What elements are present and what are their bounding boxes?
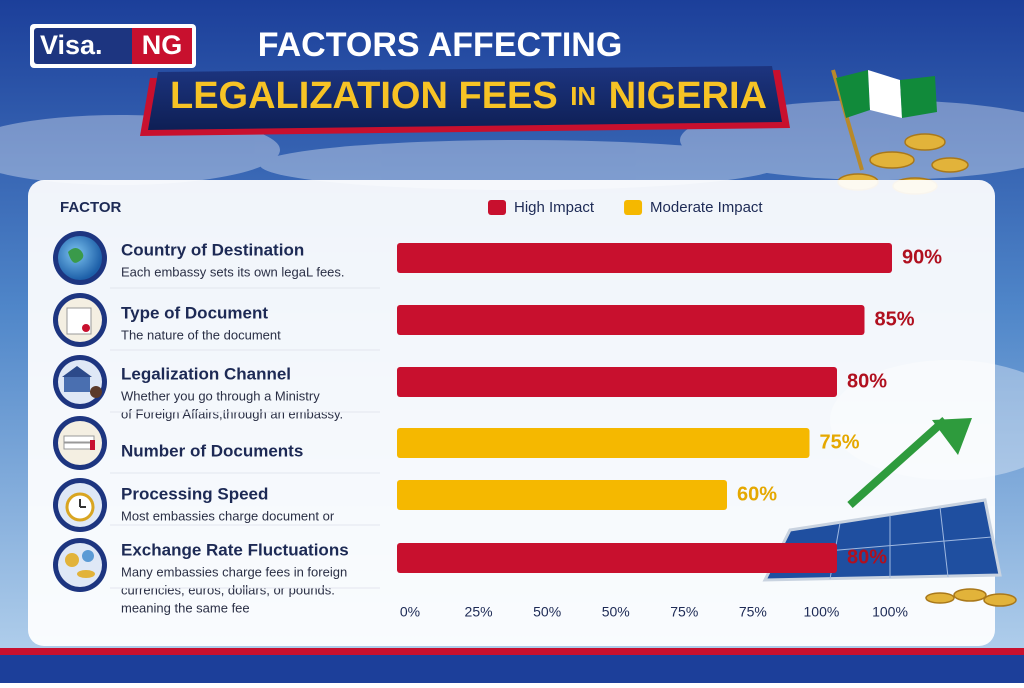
legend-swatch bbox=[488, 200, 506, 215]
factor-description: The nature of the document bbox=[121, 327, 281, 342]
factor-title: Type of Document bbox=[121, 303, 268, 322]
factor-description: of Foreign Affairs,through an embassy. bbox=[121, 406, 343, 421]
chart: High Impact Moderate Impact Country of Des… bbox=[110, 199, 942, 620]
bar bbox=[397, 367, 837, 397]
brand-suffix: NG bbox=[142, 30, 183, 60]
value-label: 90% bbox=[902, 246, 942, 268]
factor-title: Processing Speed bbox=[121, 484, 268, 503]
title-part: NIGERIA bbox=[609, 75, 767, 117]
bar bbox=[397, 480, 727, 510]
bottom-band bbox=[0, 655, 1024, 683]
title-line-2: LEGALIZATION FEES IN NIGERIA bbox=[170, 75, 767, 117]
bar bbox=[397, 543, 837, 573]
factor-description: Whether you go through a Ministry bbox=[121, 388, 320, 403]
x-tick-label: 0% bbox=[400, 604, 420, 620]
x-tick-label: 100% bbox=[804, 604, 840, 620]
row-icons bbox=[53, 231, 107, 592]
bar bbox=[397, 428, 810, 458]
legend-label: High Impact bbox=[514, 199, 595, 216]
x-tick-label: 50% bbox=[533, 604, 561, 620]
factor-title: Legalization Channel bbox=[121, 364, 291, 383]
bar bbox=[397, 305, 865, 335]
value-label: 80% bbox=[847, 546, 887, 568]
value-label: 80% bbox=[847, 370, 887, 392]
x-tick-label: 75% bbox=[739, 604, 767, 620]
title-part: IN bbox=[570, 81, 596, 111]
brand-prefix: Visa. bbox=[40, 30, 103, 60]
factor-description: Most embassies charge document or bbox=[121, 508, 335, 523]
bar bbox=[397, 243, 892, 273]
value-label: 60% bbox=[737, 483, 777, 505]
x-tick-label: 25% bbox=[465, 604, 493, 620]
factor-description: meaning the same fee bbox=[121, 600, 250, 615]
panel bbox=[28, 180, 995, 646]
ribbon bbox=[148, 66, 782, 130]
factor-title: Exchange Rate Fluctuations bbox=[121, 540, 349, 559]
factor-description: currencies, euros, dollars, or pounds. bbox=[121, 582, 335, 597]
x-tick-label: 75% bbox=[670, 604, 698, 620]
logo: Visa. NG bbox=[30, 24, 196, 68]
legend-swatch bbox=[624, 200, 643, 215]
factor-title: Number of Documents bbox=[121, 441, 303, 460]
value-label: 75% bbox=[820, 431, 860, 453]
x-tick-label: 100% bbox=[872, 604, 908, 620]
factor-description: Many embassies charge fees in foreign bbox=[121, 564, 347, 579]
x-tick-label: 50% bbox=[602, 604, 630, 620]
factor-description: Each embassy sets its own legaL fees. bbox=[121, 264, 345, 279]
legend-label: Moderate Impact bbox=[650, 199, 763, 216]
title-part: LEGALIZATION FEES bbox=[170, 75, 558, 117]
bottom-stripe bbox=[0, 648, 1024, 655]
value-label: 85% bbox=[875, 308, 915, 330]
title-line-1: FACTORS AFFECTING bbox=[258, 26, 623, 64]
column-header: FACTOR bbox=[60, 199, 122, 216]
factor-title: Country of Destination bbox=[121, 240, 304, 259]
